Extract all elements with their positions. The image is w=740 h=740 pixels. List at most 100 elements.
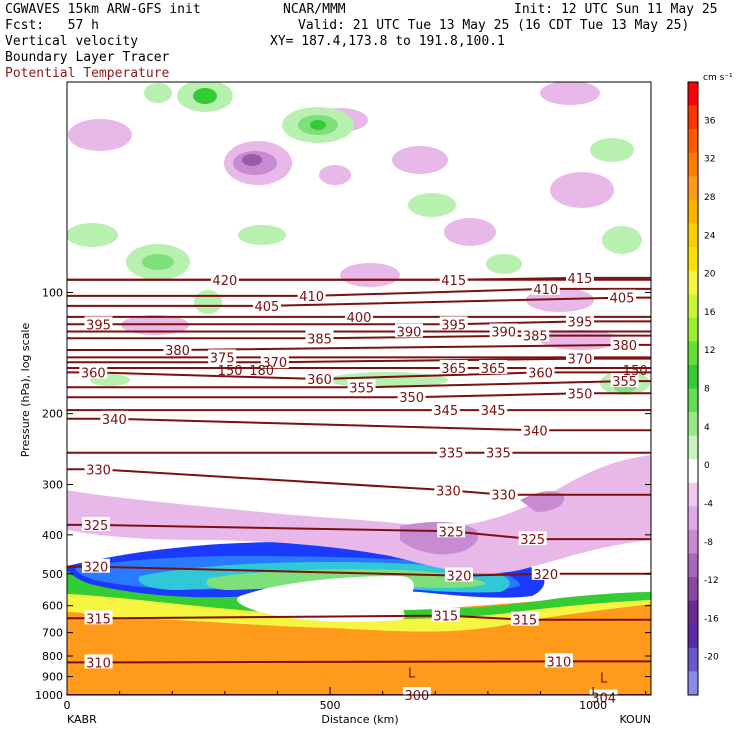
theta-label: 390 xyxy=(397,325,422,340)
theta-contour-labels: 420 415 415 410 410 405 405 400 395 395 395 390 390 3… xyxy=(79,269,639,707)
theta-label-halo xyxy=(479,359,508,374)
theta-label: 320 xyxy=(533,568,558,583)
theta-line xyxy=(67,660,651,664)
theta-label-halo xyxy=(252,297,281,312)
theta-label-halo xyxy=(394,323,423,338)
valid-time: Valid: 21 UTC Tue 13 May 25 (16 CDT Tue … xyxy=(298,18,690,33)
descent-blob xyxy=(68,119,132,151)
theta-label-halo xyxy=(397,389,426,404)
ascent-blob xyxy=(193,88,217,104)
theta-line xyxy=(67,276,651,281)
colorbar-swatch xyxy=(688,105,698,130)
colorbar-unit: cm s⁻¹ xyxy=(703,73,733,83)
descent-blob xyxy=(550,172,614,208)
theta-line xyxy=(67,357,651,364)
colorbar-tick-label: 12 xyxy=(704,346,715,356)
theta-label: 310 xyxy=(86,656,111,671)
theta-label: 360 xyxy=(81,366,106,381)
theta-label: 325 xyxy=(439,525,464,540)
descent-blob xyxy=(444,218,496,246)
colorbar-tick-label: -12 xyxy=(704,576,719,586)
y-tick-label: 700 xyxy=(42,627,63,640)
theta-label: 355 xyxy=(349,381,374,396)
theta-label-halo xyxy=(439,359,468,374)
ascent-blob xyxy=(590,138,634,162)
descent-blob xyxy=(242,154,262,166)
descent-blob xyxy=(392,146,448,174)
colorbar-swatch xyxy=(688,412,698,437)
theta-label: 325 xyxy=(520,533,545,548)
colorbar-swatch xyxy=(688,482,698,507)
theta-label-halo xyxy=(305,330,334,345)
theta-label-halo xyxy=(402,687,431,701)
colorbar: 36 32 28 24 20 16 12 8 4 0 -4 -8 -12 -16 -20 xyxy=(687,81,719,696)
theta-label: 350 xyxy=(568,387,593,402)
theta-label-halo xyxy=(439,316,468,331)
y-tick-label: 500 xyxy=(42,568,63,581)
theta-label: 315 xyxy=(512,614,537,629)
colorbar-swatch xyxy=(688,364,698,389)
ascent-blob xyxy=(602,226,642,254)
theta-label: 315 xyxy=(433,610,458,625)
colorbar-swatch xyxy=(688,647,698,672)
colorbar-tick-label: -8 xyxy=(704,538,713,548)
colorbar-tick-label: 28 xyxy=(704,193,716,203)
colorbar-swatch xyxy=(688,506,698,531)
model-title: CGWAVES 15km ARW-GFS init xyxy=(5,2,201,17)
theta-label: 320 xyxy=(447,570,472,585)
y-tick-label: 1000 xyxy=(35,689,63,702)
theta-label-halo xyxy=(163,342,192,357)
theta-label-halo xyxy=(79,364,108,379)
theta-label: 370 xyxy=(262,356,287,371)
field-3-label: Potential Temperature xyxy=(5,66,170,81)
theta-label-halo xyxy=(565,350,594,365)
colorbar-swatch xyxy=(688,459,698,484)
colorbar-swatch xyxy=(688,129,698,154)
marker-label: 150 xyxy=(218,364,243,379)
x-endpoint-right: KOUN xyxy=(619,713,651,726)
ascent-blob xyxy=(238,225,286,245)
theta-label-halo xyxy=(610,373,639,388)
theta-label: 355 xyxy=(612,375,637,390)
ascent-blob xyxy=(194,290,222,314)
org-label: NCAR/MMM xyxy=(283,2,346,17)
plot-markers: L L 150 180 150 xyxy=(218,364,648,686)
theta-label: 380 xyxy=(165,344,190,359)
theta-label: 365 xyxy=(441,362,466,377)
theta-label: 330 xyxy=(491,489,516,504)
descent-blob xyxy=(540,82,600,105)
theta-label: 315 xyxy=(86,612,111,627)
theta-label-halo xyxy=(544,653,573,668)
theta-label: 340 xyxy=(523,424,548,439)
colorbar-tick-label: 4 xyxy=(704,423,710,433)
theta-label-halo xyxy=(531,565,560,580)
colorbar-tick-label: -16 xyxy=(704,614,719,624)
theta-label-halo xyxy=(565,269,594,284)
theta-label-halo xyxy=(345,308,373,323)
colorbar-swatch xyxy=(688,270,698,295)
colorbar-swatch xyxy=(688,553,698,578)
theta-label: 390 xyxy=(491,325,516,340)
theta-label: 395 xyxy=(568,315,593,330)
x-axis-ticks: 0 500 1000 xyxy=(64,687,647,712)
theta-label-halo xyxy=(81,558,110,573)
colorbar-tick-label: 24 xyxy=(704,231,716,241)
theta-label-halo xyxy=(565,385,594,400)
theta-label: 385 xyxy=(307,332,332,347)
colorbar-tick-label: -20 xyxy=(704,653,719,663)
colorbar-tick-label: -4 xyxy=(704,499,713,509)
theta-label-halo xyxy=(431,402,460,417)
tracer-clear-pocket xyxy=(236,576,414,622)
colorbar-swatch xyxy=(688,529,698,555)
theta-label: 400 xyxy=(347,311,372,326)
theta-label-halo xyxy=(437,523,466,538)
ascent-blob xyxy=(486,254,522,274)
theta-label-halo xyxy=(81,516,110,531)
theta-label-halo xyxy=(444,567,473,582)
y-tick-label: 800 xyxy=(42,650,63,663)
theta-label: 395 xyxy=(86,318,111,333)
theta-label: 335 xyxy=(486,447,511,462)
theta-label-halo xyxy=(431,607,460,622)
low-marker: L xyxy=(600,672,608,687)
